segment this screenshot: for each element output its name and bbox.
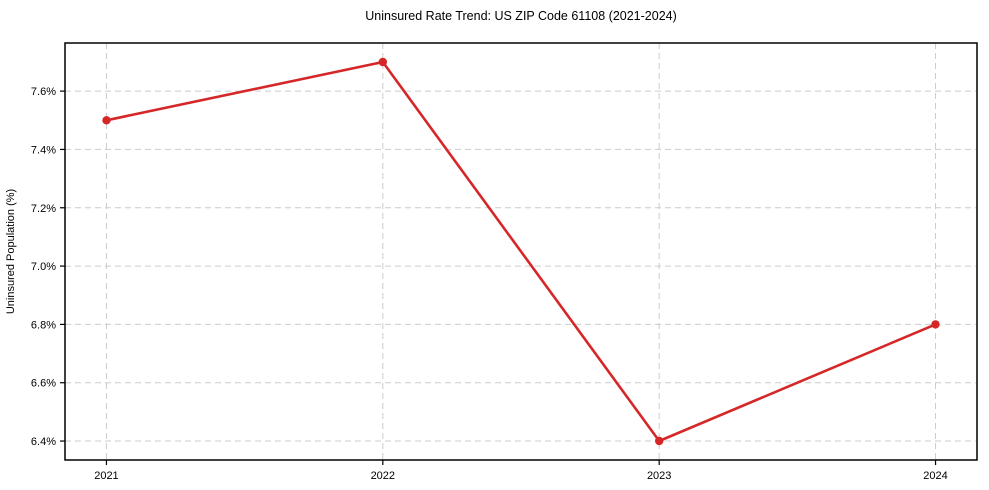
data-point-2024 (931, 320, 940, 329)
y-tick-label: 6.8% (31, 319, 56, 331)
y-axis-label: Uninsured Population (%) (5, 189, 17, 314)
data-point-2023 (655, 436, 664, 446)
trend-line (105, 60, 937, 443)
x-tick-label: 2021 (94, 470, 118, 482)
data-point-2021 (102, 116, 111, 125)
tick-layer: 6.4% 6.6% 6.8% 7.0% 7.2% 7.4% 7.6% 2021 2022 2023… (31, 86, 948, 482)
x-tick-label: 2024 (923, 470, 947, 482)
y-tick-label: 7.2% (31, 203, 56, 215)
y-tick-label: 6.6% (31, 378, 56, 390)
chart-title: Uninsured Rate Trend: US ZIP Code 61108 … (365, 9, 677, 23)
y-tick-label: 7.4% (31, 144, 56, 156)
y-tick-label: 7.6% (31, 86, 56, 98)
x-tick-label: 2023 (647, 470, 671, 482)
plot-area-border (64, 42, 978, 461)
grid-layer (65, 43, 977, 460)
data-point-2022 (378, 57, 387, 67)
series-layer (102, 57, 940, 446)
y-tick-label: 7.0% (31, 261, 56, 273)
y-tick-label: 6.4% (31, 436, 56, 448)
x-tick-label: 2022 (371, 470, 395, 482)
